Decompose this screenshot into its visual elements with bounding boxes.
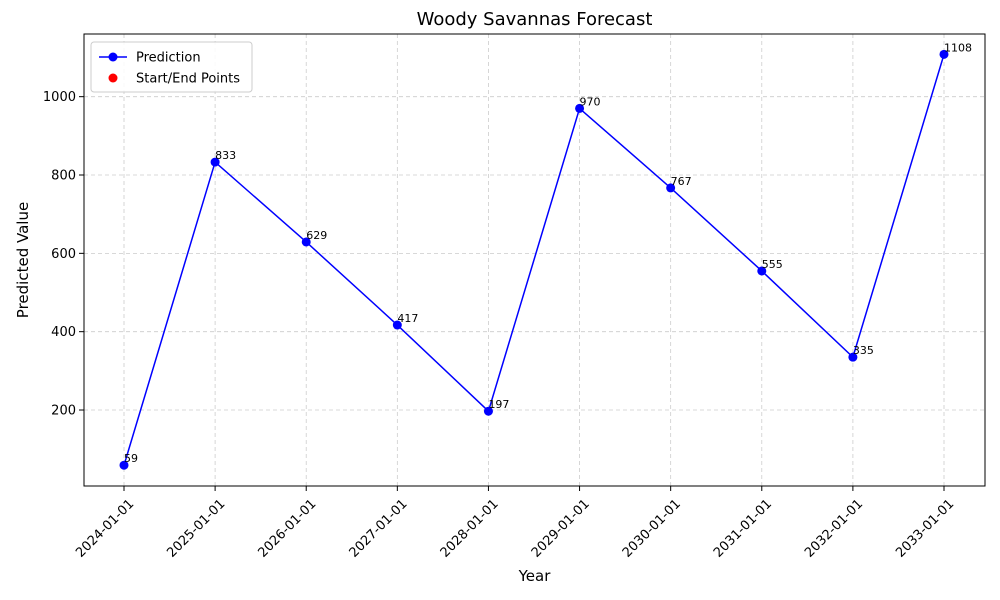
prediction-point <box>301 237 311 247</box>
x-tick-label: 2024-01-01 <box>73 497 137 561</box>
data-label: 335 <box>853 344 874 357</box>
x-tick-label: 2026-01-01 <box>255 497 319 561</box>
prediction-point <box>666 183 676 193</box>
prediction-point <box>483 406 493 416</box>
x-tick-label: 2028-01-01 <box>438 497 502 561</box>
prediction-point <box>392 320 402 330</box>
plot-area-frame <box>83 33 986 487</box>
x-tick-label: 2032-01-01 <box>802 497 866 561</box>
prediction-point <box>575 103 585 113</box>
prediction-point <box>848 352 858 362</box>
y-axis-label: Predicted Value <box>14 202 32 318</box>
x-tick-label: 2025-01-01 <box>164 497 228 561</box>
legend-prediction-label: Prediction <box>136 51 201 66</box>
data-label: 970 <box>580 95 601 108</box>
legend: Prediction Start/End Points <box>90 41 253 93</box>
y-tick-label: 200 <box>51 404 76 419</box>
x-tick-label: 2030-01-01 <box>620 497 684 561</box>
prediction-point <box>119 460 129 470</box>
x-tick-label: 2029-01-01 <box>529 497 593 561</box>
data-label: 59 <box>124 452 138 465</box>
data-label: 417 <box>397 312 418 325</box>
x-tick-label: 2027-01-01 <box>347 497 411 561</box>
prediction-series-line <box>123 54 945 466</box>
data-label: 767 <box>671 175 692 188</box>
y-tick-label: 600 <box>51 247 76 262</box>
data-label: 833 <box>215 149 236 162</box>
y-tick-label: 1000 <box>43 90 76 105</box>
legend-start-end-label: Start/End Points <box>136 72 240 87</box>
y-tick-label: 800 <box>51 169 76 184</box>
prediction-point <box>210 157 220 167</box>
data-label: 1108 <box>944 41 972 54</box>
y-tick-label: 400 <box>51 325 76 340</box>
prediction-point <box>939 49 949 59</box>
x-tick-label: 2033-01-01 <box>893 497 957 561</box>
data-label: 555 <box>762 258 783 271</box>
legend-start-end-marker <box>108 73 118 83</box>
x-tick-label: 2031-01-01 <box>711 497 775 561</box>
chart-title: Woody Savannas Forecast <box>417 9 653 30</box>
legend-box <box>90 41 253 93</box>
prediction-point <box>757 266 767 276</box>
grid-lines <box>84 34 985 486</box>
legend-prediction-marker <box>108 52 118 62</box>
data-label: 629 <box>306 229 327 242</box>
data-label: 197 <box>488 398 509 411</box>
series-layer: 59 833 629 417 197 970 767 555 335 1108 <box>119 41 972 470</box>
x-axis-label: Year <box>518 567 552 585</box>
